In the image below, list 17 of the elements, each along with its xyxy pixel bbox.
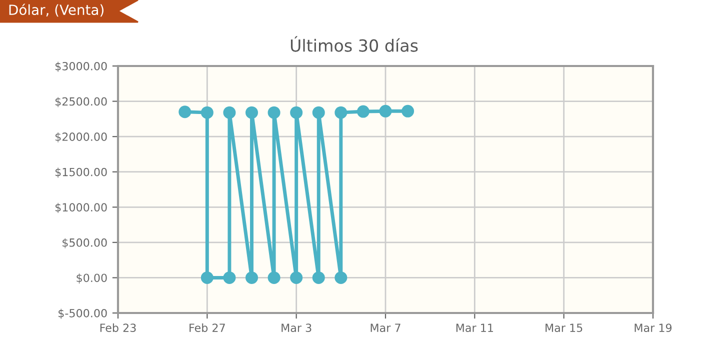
y-tick-label: $2500.00 — [55, 97, 107, 108]
x-tick-label: Feb 27 — [190, 323, 225, 332]
y-tick-label: $0.00 — [76, 273, 107, 284]
x-tick-label: Mar 15 — [546, 324, 582, 332]
chart-title: Últimos 30 días — [290, 36, 418, 52]
y-tick-label: $-500.00 — [58, 308, 107, 319]
y-tick-label: $1500.00 — [55, 168, 107, 178]
y-tick-label: $2000.00 — [55, 132, 107, 142]
x-tick-label: Mar 3 — [282, 324, 312, 332]
text: Dólar, (Venta) — [9, 4, 104, 17]
x-tick-label: Feb 23 — [100, 323, 136, 332]
x-tick-label: Mar 7 — [370, 324, 400, 332]
y-tick-label: $1000.00 — [55, 202, 107, 213]
x-tick-label: Mar 19 — [634, 324, 672, 332]
y-tick-label: $500.00 — [62, 238, 107, 248]
y-tick-label: $3000.00 — [55, 62, 107, 72]
x-tick-label: Mar 11 — [456, 324, 493, 332]
